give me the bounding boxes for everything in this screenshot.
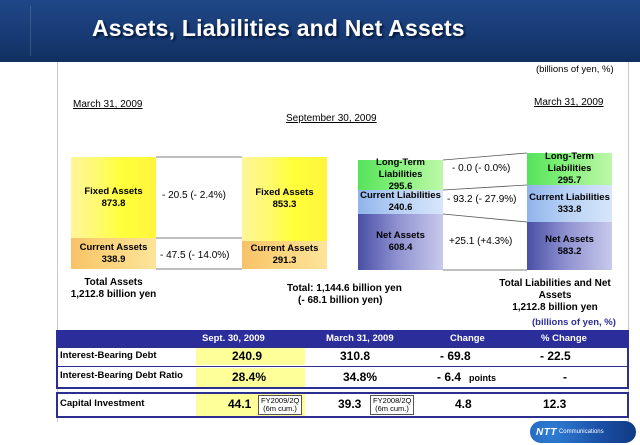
cl-sept-value: 240.6 <box>388 202 413 213</box>
capex-sept-note: FY2009/2Q (6m cum.) <box>258 395 302 415</box>
bar-cl-march: Current Liabilities 333.8 <box>527 185 612 222</box>
bar-fixed-assets-sept: Fixed Assets 853.3 <box>242 157 327 241</box>
row-label-debt: Interest-Bearing Debt <box>60 350 157 361</box>
unit-label-top: (billions of yen, %) <box>536 64 614 75</box>
bar-na-sept: Net Assets 608.4 <box>358 214 443 270</box>
change-fixed-assets: - 20.5 (- 2.4%) <box>162 190 226 201</box>
row-label-capex: Capital Investment <box>60 398 145 409</box>
total-assets-label: Total Assets <box>84 277 143 288</box>
fixed-assets-march-label: Fixed Assets <box>84 185 143 197</box>
debt-march: 310.8 <box>340 349 371 363</box>
banner-divider <box>30 6 31 56</box>
th-change: Change <box>450 333 485 344</box>
table-row-divider <box>57 366 628 367</box>
current-assets-march-value: 338.9 <box>101 253 126 265</box>
capex-march-note: FY2008/2Q (6m cum.) <box>370 395 414 415</box>
highlight-ratio <box>196 368 305 387</box>
na-sept-label: Net Assets <box>376 230 425 242</box>
current-assets-sept-label: Current Assets <box>250 243 319 255</box>
current-assets-sept-value: 291.3 <box>272 255 297 266</box>
capex-march: 39.3 <box>338 397 362 411</box>
ltl-march-value: 295.7 <box>557 174 582 186</box>
ratio-sept: 28.4% <box>232 370 267 384</box>
bar-ltl-march: Long-Term Liabilities 295.7 <box>527 151 612 186</box>
ltl-sept-value: 295.6 <box>388 180 413 192</box>
line-ltl-bottom <box>442 184 528 191</box>
total-assets-value: 1,212.8 billion yen <box>70 289 157 300</box>
ratio-pct: - <box>563 370 567 384</box>
capex-march-note2: (6m cum.) <box>375 403 409 413</box>
th-pct: % Change <box>541 333 587 344</box>
bar-current-assets-sept: Current Assets 291.3 <box>242 241 327 269</box>
capex-sept-note1: FY2009/2Q <box>261 396 300 405</box>
ltl-march-label1: Long-Term <box>545 151 594 163</box>
total-liab-line3: 1,212.8 billion yen <box>512 302 598 313</box>
current-assets-march-label: Current Assets <box>79 241 148 253</box>
change-na: +25.1 (+4.3%) <box>449 236 513 247</box>
ltl-march-label2: Liabilities <box>547 163 592 175</box>
capex-march-note1: FY2008/2Q <box>373 396 412 405</box>
ratio-change: - 6.4 <box>437 370 462 384</box>
ltl-sept-label2: Liabilities <box>378 169 423 181</box>
logo-mark: NTT <box>536 426 557 438</box>
bar-fixed-assets-march: Fixed Assets 873.8 <box>71 157 156 238</box>
logo-text: Communications <box>558 429 604 435</box>
cl-march-label: Current Liabilities <box>529 191 610 203</box>
change-ltl: - 0.0 (- 0.0%) <box>452 163 511 174</box>
debt-sept: 240.9 <box>232 349 263 363</box>
total-center-line2: (- 68.1 billion yen) <box>298 295 383 306</box>
capex-sept-note2: (6m cum.) <box>263 403 297 413</box>
fixed-assets-march-value: 873.8 <box>101 197 126 209</box>
line-cl-bottom <box>442 213 528 223</box>
capex-sept: 44.1 <box>228 397 252 411</box>
na-march-label: Net Assets <box>545 234 594 246</box>
capex-pct: 12.3 <box>543 397 567 411</box>
change-cl: - 93.2 (- 27.9%) <box>447 194 517 205</box>
cl-sept-label: Current Liabilities <box>360 190 441 202</box>
highlight-debt <box>196 348 305 365</box>
row-label-ratio: Interest-Bearing Debt Ratio <box>60 370 183 381</box>
line-ltl-top <box>442 152 528 161</box>
bar-cl-sept: Current Liabilities 240.6 <box>358 190 443 214</box>
fixed-assets-sept-value: 853.3 <box>272 199 297 210</box>
ltl-sept-label1: Long-Term <box>376 157 425 169</box>
capex-row <box>56 392 629 418</box>
na-march-value: 583.2 <box>557 246 582 257</box>
fixed-assets-sept-label: Fixed Assets <box>255 187 314 199</box>
date-left: March 31, 2009 <box>73 99 143 110</box>
ntt-communications-logo: NTT Communications <box>530 421 636 443</box>
capex-change: 4.8 <box>455 397 472 411</box>
total-liab-line2: Assets <box>538 290 572 301</box>
table-body <box>56 346 629 389</box>
change-current-assets: - 47.5 (- 14.0%) <box>160 250 230 261</box>
date-center: September 30, 2009 <box>286 113 377 124</box>
page-title: Assets, Liabilities and Net Assets <box>92 15 465 41</box>
bar-na-march: Net Assets 583.2 <box>527 222 612 270</box>
bar-ltl-sept: Long-Term Liabilities 295.6 <box>358 157 443 192</box>
debt-pct: - 22.5 <box>540 349 571 363</box>
content-frame <box>57 62 629 422</box>
th-march: March 31, 2009 <box>326 333 394 344</box>
bar-current-assets-march: Current Assets 338.9 <box>71 238 156 269</box>
title-banner: Assets, Liabilities and Net Assets <box>0 0 640 62</box>
table-header: Sept. 30, 2009 March 31, 2009 Change % C… <box>56 330 629 348</box>
total-center-line1: Total: 1,144.6 billion yen <box>287 283 402 294</box>
ratio-change-unit: points <box>469 373 496 383</box>
na-sept-value: 608.4 <box>388 242 413 253</box>
ratio-march: 34.8% <box>343 370 378 384</box>
debt-change: - 69.8 <box>440 349 471 363</box>
total-liab-line1: Total Liabilities and Net <box>499 278 611 289</box>
cl-march-value: 333.8 <box>557 203 582 215</box>
unit-label-table: (billions of yen, %) <box>532 317 616 328</box>
th-sept: Sept. 30, 2009 <box>202 333 265 344</box>
date-right: March 31, 2009 <box>534 97 604 108</box>
